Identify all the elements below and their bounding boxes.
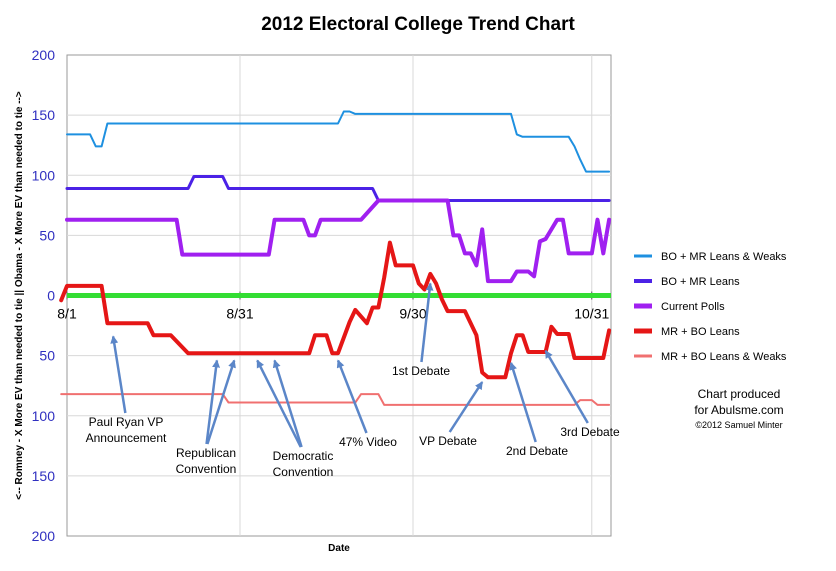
legend-label: BO + MR Leans xyxy=(661,276,740,288)
legend-label: Current Polls xyxy=(661,301,725,313)
annotation-label: 3rd Debate xyxy=(560,425,620,439)
annotation-arrow xyxy=(272,359,303,448)
y-tick-label: 200 xyxy=(32,47,56,63)
annotation-label: Convention xyxy=(176,462,237,476)
y-tick-label: 50 xyxy=(39,348,55,364)
y-tick-label: 100 xyxy=(32,167,56,183)
y-axis-label: <-- Romney - X More EV than needed to ti… xyxy=(14,91,25,500)
annotation-label: VP Debate xyxy=(419,434,477,448)
credit-line-2: for Abulsme.com xyxy=(694,403,783,417)
legend-label: MR + BO Leans & Weaks xyxy=(661,351,787,363)
y-tick-label: 50 xyxy=(39,227,55,243)
x-tick-label: 8/31 xyxy=(226,306,253,322)
annotation-arrow xyxy=(509,361,537,443)
series-line-4 xyxy=(59,240,612,380)
annotation-arrow xyxy=(205,359,221,445)
legend-label: BO + MR Leans & Weaks xyxy=(661,251,787,263)
series-line-1 xyxy=(66,110,611,173)
credit-line-1: Chart produced xyxy=(698,387,781,401)
credit-line-3: ©2012 Samuel Minter xyxy=(695,420,782,430)
annotation-label: 2nd Debate xyxy=(506,444,568,458)
annotation-label: 1st Debate xyxy=(392,364,450,378)
annotation-label: Paul Ryan VP xyxy=(89,415,164,429)
annotation-label: Republican xyxy=(176,446,236,460)
annotation-label: Democratic xyxy=(273,449,334,463)
series-line-5 xyxy=(60,393,611,406)
y-tick-label: 200 xyxy=(32,528,56,544)
x-tick-label: 10/31 xyxy=(574,306,609,322)
annotation-arrow xyxy=(256,359,302,448)
x-tick-label: 9/30 xyxy=(399,306,426,322)
legend-label: MR + BO Leans xyxy=(661,326,740,338)
y-tick-label: 0 xyxy=(47,288,55,304)
series-line-2 xyxy=(65,175,611,202)
annotation-arrow xyxy=(336,359,368,434)
series-line-3 xyxy=(65,198,612,284)
annotation-arrow xyxy=(448,381,484,433)
annotation-label: Announcement xyxy=(86,431,167,445)
x-axis-label: Date xyxy=(328,543,350,554)
annotation-arrow xyxy=(420,282,434,363)
annotation-label: 47% Video xyxy=(339,435,397,449)
chart-title: 2012 Electoral College Trend Chart xyxy=(261,14,575,35)
annotation-arrow xyxy=(110,335,127,414)
annotation-arrow xyxy=(206,359,236,445)
y-tick-label: 100 xyxy=(32,408,56,424)
annotation-arrow xyxy=(544,349,589,424)
x-tick-label: 8/1 xyxy=(57,306,77,322)
y-tick-label: 150 xyxy=(32,468,56,484)
y-tick-label: 150 xyxy=(32,107,56,123)
annotation-label: Convention xyxy=(273,465,334,479)
